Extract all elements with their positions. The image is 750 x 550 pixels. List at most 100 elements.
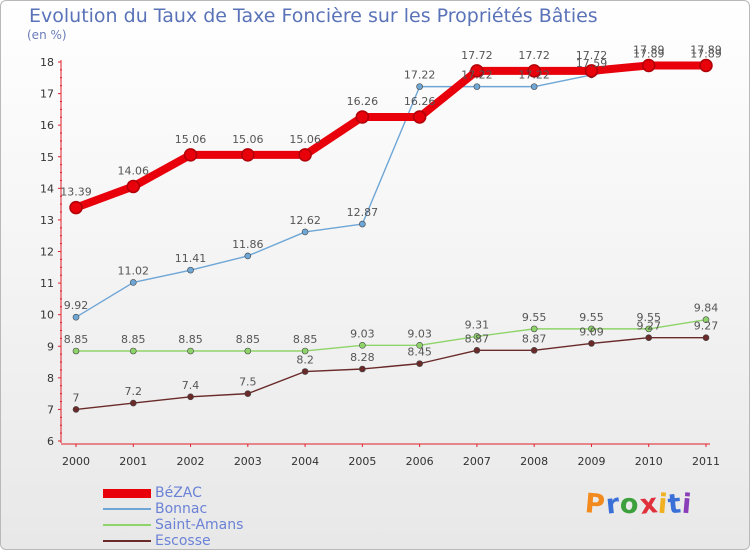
data-label: 8.85 — [236, 333, 261, 346]
legend-label: Escosse — [155, 533, 211, 549]
legend-swatch — [103, 508, 151, 510]
legend-swatch — [103, 524, 151, 526]
data-label: 15.06 — [289, 133, 321, 146]
data-label: 9.27 — [694, 320, 719, 333]
y-tick-label: 13 — [40, 214, 54, 227]
data-label: 17.89 — [690, 47, 722, 60]
data-point — [129, 347, 137, 355]
data-point — [126, 179, 141, 194]
data-point — [359, 365, 366, 373]
data-label: 8.87 — [522, 332, 547, 345]
data-point — [298, 148, 312, 162]
x-tick-label: 2009 — [577, 455, 605, 468]
x-tick-label: 2007 — [463, 455, 491, 468]
data-point — [473, 333, 481, 340]
y-tick-label: 15 — [40, 151, 54, 164]
data-label: 15.06 — [175, 133, 207, 146]
data-point — [588, 340, 595, 347]
series-layer — [69, 58, 713, 413]
data-label: 9.84 — [694, 302, 719, 315]
data-point — [416, 360, 423, 367]
legend-swatch — [103, 540, 151, 542]
series-line-bézac — [74, 61, 706, 212]
data-label: 12.87 — [347, 206, 379, 219]
legend-item: Escosse — [103, 533, 243, 549]
data-point — [244, 347, 252, 355]
data-label: 13.39 — [60, 186, 92, 199]
logo-letter: i — [680, 488, 694, 521]
data-point — [72, 406, 80, 413]
data-label: 9.55 — [522, 311, 547, 324]
y-tick-label: 6 — [47, 435, 54, 448]
data-point — [702, 316, 710, 324]
legend-item: Bonnac — [103, 501, 243, 517]
data-point — [183, 148, 198, 162]
data-label: 17.22 — [518, 69, 550, 82]
data-label: 7.4 — [182, 379, 200, 392]
data-point — [72, 313, 80, 321]
data-point — [699, 58, 713, 73]
data-label: 14.06 — [118, 164, 150, 177]
data-point — [473, 347, 481, 354]
data-point — [355, 110, 370, 124]
data-point — [645, 334, 653, 342]
data-label: 15.06 — [232, 133, 264, 146]
data-point — [244, 252, 252, 260]
y-tick-label: 8 — [47, 372, 54, 385]
data-label: 11.41 — [175, 252, 207, 265]
proxiti-logo: Proxiti — [584, 488, 694, 521]
data-label: 17.89 — [633, 47, 665, 60]
data-label: 17.72 — [518, 49, 550, 62]
data-label: 8.85 — [178, 333, 203, 346]
x-tick-label: 2006 — [406, 455, 434, 468]
y-tick-label: 17 — [40, 88, 54, 101]
data-point — [470, 64, 484, 78]
data-label: 9.03 — [407, 327, 432, 340]
data-point — [187, 266, 194, 274]
data-point — [527, 64, 541, 78]
data-label: 7.5 — [239, 376, 257, 389]
data-label: 8.85 — [64, 333, 89, 346]
data-label: 16.26 — [404, 95, 436, 108]
data-point — [301, 228, 309, 236]
data-point — [129, 279, 137, 286]
chart-title: Evolution du Taux de Taxe Foncière sur l… — [29, 5, 598, 27]
data-label: 17.89 — [690, 43, 722, 56]
legend-label: Bonnac — [155, 501, 208, 517]
x-tick-label: 2000 — [62, 455, 90, 468]
y-tick-label: 11 — [40, 277, 54, 290]
data-point — [69, 200, 83, 215]
data-point — [129, 399, 137, 407]
legend-swatch — [103, 488, 151, 498]
axes: 6 7 8 9 10 11 12 13 14 15 16 17 18 2000 2001 2002 2003 20… — [40, 56, 720, 468]
series-line-saint-amans — [76, 319, 707, 352]
data-point — [588, 325, 595, 333]
data-point — [187, 393, 194, 401]
data-label: 11.02 — [118, 264, 150, 277]
x-tick-label: 2001 — [119, 455, 147, 468]
data-point — [72, 347, 80, 355]
y-tick-label: 18 — [40, 56, 54, 69]
data-point — [301, 368, 309, 375]
data-point — [473, 83, 481, 90]
x-tick-label: 2010 — [635, 455, 663, 468]
data-label: 11.86 — [232, 238, 264, 251]
data-label: 8.28 — [350, 351, 375, 364]
x-tick-label: 2004 — [291, 455, 319, 468]
y-tick-label: 7 — [47, 403, 54, 416]
data-point — [416, 83, 423, 90]
data-point — [359, 220, 366, 228]
data-point — [412, 110, 427, 124]
data-label: 9.03 — [350, 327, 375, 340]
legend-item: BéZAC — [103, 485, 243, 501]
data-point — [530, 325, 538, 333]
data-label: 9.27 — [636, 320, 661, 333]
y-tick-label: 10 — [40, 309, 54, 322]
data-point — [641, 58, 656, 73]
series-line-bonnac — [75, 64, 706, 318]
data-labels-layer: 7 7.2 7.4 7.5 8.2 8.28 8.45 8.87 8.87 9.09 9.27 9.2… — [60, 43, 722, 404]
data-point — [244, 390, 252, 397]
data-label: 8.45 — [407, 346, 432, 359]
y-tick-label: 14 — [40, 182, 54, 195]
